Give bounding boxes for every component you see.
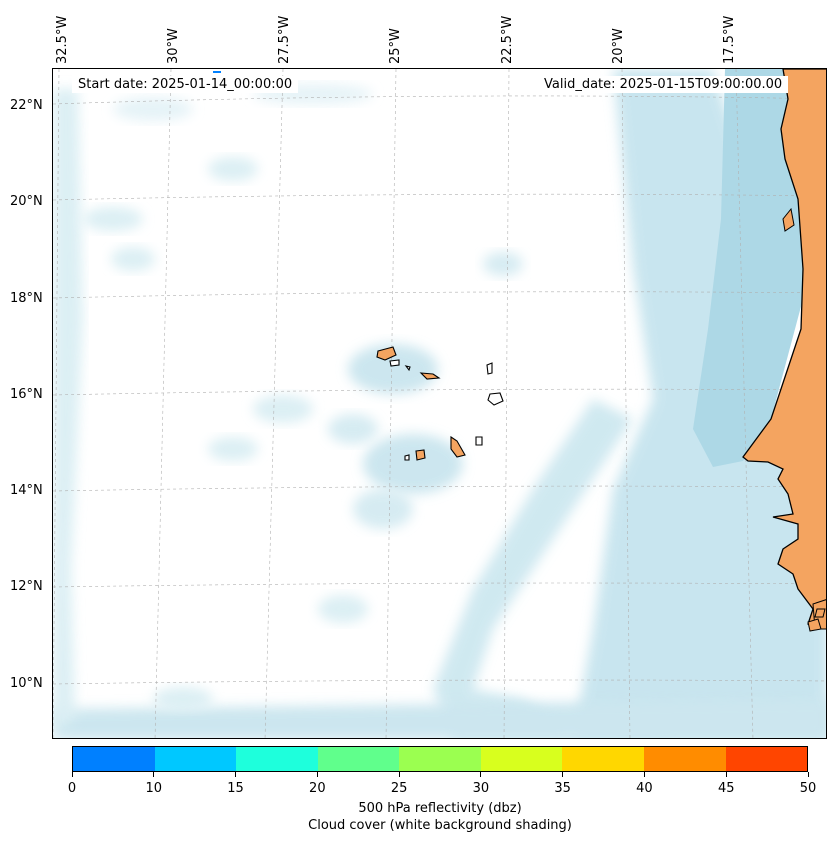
lon-label-20w: 20°W <box>611 28 626 64</box>
cloud-patch-12 <box>153 687 213 711</box>
colorbar-swatch <box>154 747 237 771</box>
cloud-patch-4 <box>353 489 413 529</box>
island-santa-luzia <box>404 365 411 372</box>
cloud-patch-13 <box>113 97 193 121</box>
cloud-patch-7 <box>83 207 143 231</box>
island-santiago <box>450 435 466 458</box>
colorbar-tick-label: 10 <box>145 781 163 796</box>
lat-label-22n: 22°N <box>10 98 43 113</box>
lon-label-22-5w: 22.5°W <box>500 15 515 64</box>
lon-label-17-5w: 17.5°W <box>722 15 737 64</box>
colorbar-swatch <box>236 747 318 771</box>
cloud-patch-9 <box>253 395 313 423</box>
colorbar-tick-label: 20 <box>309 781 326 796</box>
colorbar-tick <box>153 772 155 777</box>
colorbar-tick <box>71 772 73 777</box>
graticule <box>53 69 826 738</box>
cloud-patch-10 <box>208 437 258 461</box>
lat-label-14n: 14°N <box>10 483 43 498</box>
cloud-patch-6 <box>111 247 155 271</box>
colorbar-tick-label: 50 <box>799 781 817 796</box>
colorbar <box>72 746 808 772</box>
cloud-patch-3 <box>328 414 378 444</box>
lon-label-27-5w: 27.5°W <box>277 15 292 64</box>
cloud-patch-5 <box>483 252 523 276</box>
map-panel[interactable] <box>52 68 827 739</box>
lat-label-16n: 16°N <box>10 387 43 402</box>
colorbar-tick <box>807 772 809 777</box>
colorbar-swatch <box>317 747 400 771</box>
colorbar-tick-label: 45 <box>717 781 735 796</box>
colorbar-tick <box>480 772 482 777</box>
colorbar-tick <box>398 772 400 777</box>
colorbar-swatch <box>725 747 808 771</box>
cloud-band-west <box>53 89 83 729</box>
colorbar-subtitle: Cloud cover (white background shading) <box>308 818 572 833</box>
colorbar-tick <box>316 772 318 777</box>
island-sao-vicente <box>389 359 400 367</box>
lat-label-20n: 20°N <box>10 194 43 209</box>
colorbar-tick <box>725 772 727 777</box>
colorbar-swatch <box>73 747 155 771</box>
africa-landmass <box>742 69 826 630</box>
island-brava <box>404 454 410 461</box>
map-canvas <box>53 69 826 738</box>
island-fogo <box>415 449 426 461</box>
cloud-band-south <box>53 699 826 738</box>
colorbar-tick-label: 15 <box>227 781 244 796</box>
colorbar-tick-label: 40 <box>636 781 653 796</box>
lat-label-18n: 18°N <box>10 291 43 306</box>
africa-inlet <box>782 207 795 232</box>
colorbar-tick-label: 35 <box>554 781 571 796</box>
cloud-patch-1 <box>348 344 438 394</box>
colorbar-tick <box>643 772 645 777</box>
island-maio <box>475 436 483 446</box>
colorbar-title: 500 hPa reflectivity (dbz) <box>358 801 522 816</box>
colorbar-tick-label: 0 <box>67 781 77 796</box>
colorbar-tick-label: 25 <box>390 781 408 796</box>
colorbar-swatch <box>399 747 481 771</box>
lon-label-32-5w: 32.5°W <box>55 15 70 64</box>
island-sao-nicolau <box>419 372 441 380</box>
colorbar-tick <box>562 772 564 777</box>
bijagos-islands <box>807 608 826 632</box>
start-date-label: Start date: 2025-01-14_00:00:00 <box>72 76 299 93</box>
cloud-patch-2 <box>363 434 463 494</box>
lon-label-30w: 30°W <box>166 28 181 64</box>
lat-label-12n: 12°N <box>10 579 43 594</box>
colorbar-swatch <box>562 747 644 771</box>
island-sal <box>486 362 493 375</box>
top-edge-marker <box>213 71 221 73</box>
colorbar-swatch <box>643 747 726 771</box>
colorbar-swatch <box>480 747 563 771</box>
lat-label-10n: 10°N <box>10 676 43 691</box>
ocean-shelf <box>693 69 803 467</box>
colorbar-tick <box>235 772 237 777</box>
island-santo-antao <box>376 346 397 361</box>
cloud-patch-8 <box>208 157 258 181</box>
valid-date-label: Valid_date: 2025-01-15T09:00:00.00 <box>538 76 789 93</box>
colorbar-tick-label: 30 <box>472 781 490 796</box>
cape-verde-islands <box>376 346 504 461</box>
island-boa-vista <box>487 392 504 406</box>
cloud-patch-11 <box>318 595 368 623</box>
lon-label-25w: 25°W <box>388 28 403 64</box>
